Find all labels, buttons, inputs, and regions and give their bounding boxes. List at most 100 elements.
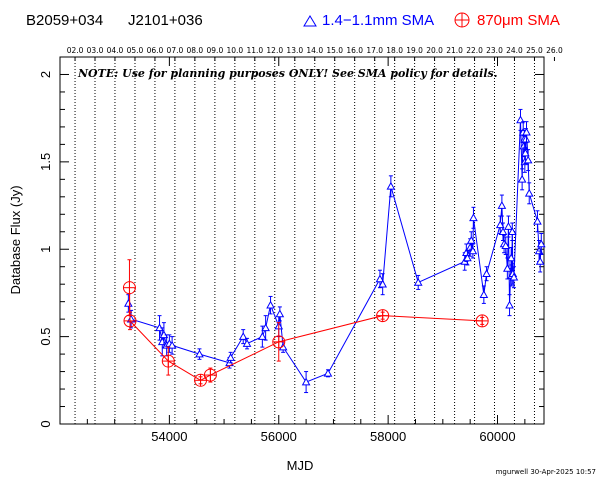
data-point — [503, 257, 512, 280]
triangle-marker — [533, 216, 542, 225]
y-tick-label: 2 — [38, 71, 53, 78]
data-point — [524, 182, 534, 205]
year-label: 22.0 — [466, 46, 483, 55]
triangle-marker — [278, 342, 288, 351]
data-point — [261, 315, 270, 341]
x-tick-label: 54000 — [151, 429, 187, 444]
triangle-marker — [521, 134, 531, 143]
data-point — [504, 215, 513, 238]
year-label: 26.0 — [546, 46, 563, 55]
triangle-marker — [517, 174, 527, 183]
y-tick-label: 1 — [38, 246, 53, 253]
year-label: 24.0 — [506, 46, 523, 55]
triangle-marker — [535, 256, 545, 265]
triangle-marker — [242, 339, 252, 347]
triangle-marker — [463, 253, 472, 262]
year-label: 11.0 — [246, 46, 263, 55]
year-label: 15.0 — [326, 46, 343, 55]
y-axis-title: Database Flux (Jy) — [8, 185, 23, 294]
year-label: 04.0 — [107, 46, 124, 55]
data-point — [479, 285, 489, 304]
triangle-marker — [195, 349, 204, 358]
triangle-marker — [509, 272, 519, 281]
year-label: 10.0 — [226, 46, 243, 55]
legend-blue-entry: 1.4−1.1mm SMA — [303, 12, 434, 29]
series-red-group — [122, 259, 489, 387]
triangle-marker — [524, 188, 534, 197]
triangle-marker — [482, 269, 491, 278]
data-point — [517, 168, 527, 191]
data-point — [266, 295, 275, 315]
triangle-marker — [506, 253, 516, 262]
data-point — [507, 222, 517, 241]
triangle-marker — [413, 277, 423, 286]
triangle-marker — [503, 263, 512, 272]
triangle-marker — [378, 279, 388, 288]
x-axis-title: MJD — [287, 458, 314, 473]
circle-plus-marker-icon — [454, 12, 470, 28]
data-point — [536, 233, 546, 255]
data-point — [272, 322, 286, 362]
year-label: 13.0 — [286, 46, 303, 55]
triangle-marker — [386, 181, 396, 190]
triangle-marker — [226, 353, 235, 361]
triangle-marker — [124, 298, 133, 307]
triangle-marker — [375, 274, 385, 283]
data-point — [123, 311, 137, 331]
triangle-marker — [497, 201, 507, 209]
data-point — [468, 243, 478, 259]
data-point — [167, 336, 177, 355]
data-point — [238, 329, 248, 345]
triangle-marker — [495, 220, 505, 229]
x-tick-label: 58000 — [370, 429, 406, 444]
triangle-marker — [501, 241, 511, 250]
y-tick-label: 0 — [38, 420, 53, 427]
year-label: 16.0 — [346, 46, 363, 55]
triangle-marker — [523, 155, 533, 164]
data-point — [242, 337, 252, 350]
triangle-marker — [238, 332, 248, 340]
data-point — [375, 269, 385, 289]
year-label: 02.0 — [67, 46, 84, 55]
plot-frame — [59, 56, 545, 425]
year-label: 20.0 — [426, 46, 443, 55]
data-point — [463, 250, 472, 266]
planning-note: NOTE: Use for planning purposes ONLY! Se… — [77, 67, 498, 80]
data-point — [495, 215, 505, 235]
y-tick-label: 1.5 — [38, 153, 53, 171]
x-axis: 54000 56000 58000 60000 — [86, 57, 526, 444]
data-point — [466, 231, 476, 250]
year-label: 19.0 — [406, 46, 423, 55]
data-point — [301, 371, 311, 394]
year-label: 07.0 — [167, 46, 184, 55]
triangle-marker — [504, 221, 513, 230]
triangle-marker — [466, 235, 476, 244]
triangle-marker-icon — [303, 15, 317, 27]
triangle-marker — [516, 115, 525, 124]
data-point — [161, 346, 175, 376]
data-point — [376, 309, 390, 323]
legend-red-entry: 870μm SMA — [454, 12, 560, 29]
triangle-marker — [536, 239, 546, 248]
data-point — [533, 210, 542, 233]
data-point — [475, 314, 489, 328]
year-label: 06.0 — [147, 46, 164, 55]
triangle-marker — [522, 127, 531, 136]
year-label: 17.0 — [366, 46, 383, 55]
x-tick-label: 60000 — [479, 429, 515, 444]
data-point — [505, 294, 514, 317]
year-label: 14.0 — [306, 46, 323, 55]
data-point — [522, 121, 531, 144]
triangle-marker — [498, 227, 508, 236]
data-point — [124, 294, 133, 313]
data-point — [275, 306, 285, 322]
year-axis-labels: 02.0 03.0 04.0 05.0 06.0 07.0 08.0 09.0 10.0 11.0… — [67, 46, 563, 55]
data-point — [122, 259, 136, 317]
triangle-marker — [507, 227, 517, 236]
data-point — [498, 222, 508, 241]
plot-series — [122, 108, 546, 394]
data-point — [509, 266, 519, 289]
legend: 1.4−1.1mm SMA 870μm SMA — [303, 12, 560, 29]
data-point — [378, 273, 388, 296]
